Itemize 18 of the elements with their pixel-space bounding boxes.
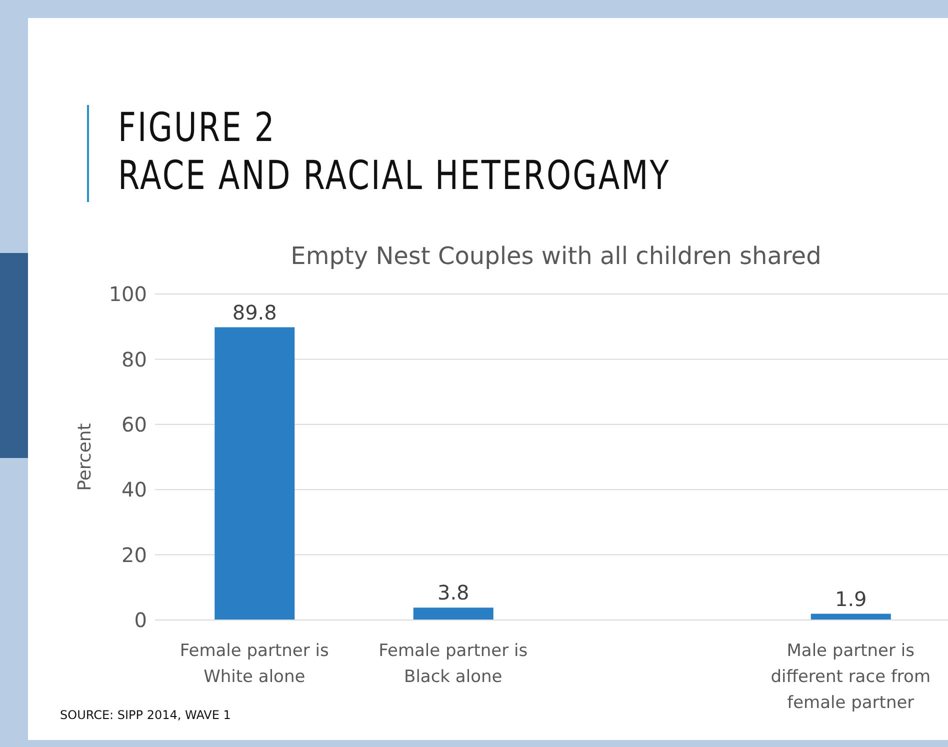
chart-title: FIGURE 2 RACE AND RACIAL HETEROGAMY (118, 104, 670, 200)
x-tick-label: Male partner is different race from female partner (770, 641, 931, 713)
bar (413, 608, 494, 620)
y-axis-title: Percent (74, 423, 96, 491)
x-tick-label: Female partner is White alone (180, 641, 329, 687)
y-tick-label: 40 (122, 478, 147, 502)
y-tick-label: 20 (122, 542, 147, 567)
bar (214, 327, 295, 620)
y-tick-label: 0 (134, 608, 147, 632)
data-label: 1.9 (834, 586, 867, 611)
y-tick-label: 100 (108, 282, 147, 306)
data-label: 3.8 (437, 580, 470, 605)
source-note: SOURCE: SIPP 2014, WAVE 1 (60, 708, 231, 722)
y-tick-label: 60 (122, 412, 147, 436)
y-tick-label: 80 (122, 347, 147, 372)
chart-subtitle: Empty Nest Couples with all children shared (290, 242, 822, 270)
data-label: 89.8 (232, 300, 277, 324)
x-tick-label: Female partner is Black alone (378, 641, 528, 687)
